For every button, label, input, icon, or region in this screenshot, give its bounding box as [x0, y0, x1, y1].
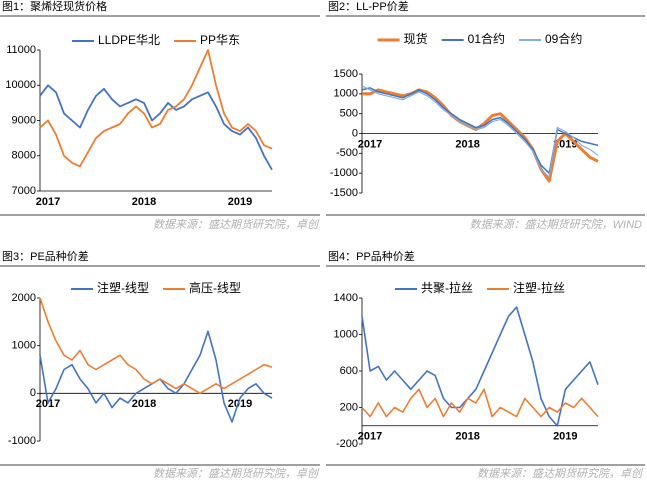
legend: 注塑-线型 高压-线型: [71, 280, 241, 295]
legend: 共聚-拉丝 注塑-拉丝: [395, 280, 565, 295]
series-line: [361, 306, 599, 427]
x-tick-label: 2018: [455, 431, 479, 443]
legend: LLDPE华北 PP华东: [71, 33, 240, 47]
legend-label: 共聚-拉丝: [421, 280, 473, 295]
y-tick-label: 11000: [6, 44, 36, 56]
x-tick-label: 2018: [132, 398, 156, 410]
y-tick-label: 0: [352, 127, 358, 139]
series-line: [39, 297, 273, 395]
legend-label: 01合约: [468, 31, 505, 46]
series-line: [39, 49, 273, 168]
y-tick-label: 10000: [5, 79, 36, 91]
source-note: 数据来源：盛达期货研究院，卓创: [153, 218, 320, 231]
y-tick-label: 8000: [12, 150, 36, 162]
source-note: 数据来源：盛达期货研究院，WIND: [470, 218, 642, 231]
x-tick-label: 2017: [358, 431, 382, 443]
y-tick-label: 0: [30, 387, 36, 399]
y-tick-label: 9000: [12, 114, 36, 126]
y-tick-label: -1500: [330, 187, 358, 199]
x-tick-label: 2017: [36, 398, 60, 410]
x-tick-label: 2019: [553, 431, 577, 443]
y-tick-label: 600: [340, 365, 358, 377]
y-tick-label: 1000: [334, 88, 358, 100]
x-tick-label: 2017: [36, 196, 60, 208]
chart-title: 图2：LL-PP价差: [328, 0, 409, 13]
y-tick-label: 1500: [334, 68, 358, 80]
legend-label: 09合约: [545, 31, 582, 46]
legend-label: 注塑-拉丝: [513, 280, 565, 295]
legend-label: PP华东: [200, 33, 240, 47]
y-tick-label: -1000: [330, 167, 358, 179]
source-note: 数据来源：盛达期货研究院，卓创: [477, 467, 644, 480]
y-tick-label: 200: [340, 401, 358, 413]
chart-title: 图3：PE品种价差: [2, 249, 89, 263]
y-tick-label: -500: [336, 147, 358, 159]
legend-label: LLDPE华北: [98, 33, 160, 47]
series-line: [362, 88, 599, 183]
x-tick-label: 2018: [132, 196, 156, 208]
source-note: 数据来源：盛达期货研究院，卓创: [153, 467, 320, 480]
y-tick-label: 1000: [12, 340, 36, 352]
legend-label: 注塑-线型: [97, 280, 149, 295]
x-tick-label: 2018: [455, 138, 479, 150]
y-tick-label: 1000: [334, 328, 358, 340]
y-tick-label: 7000: [12, 185, 36, 197]
x-tick-label: 2019: [228, 398, 252, 410]
y-tick-label: 500: [340, 108, 358, 120]
series-line: [361, 388, 599, 418]
series-line: [361, 85, 599, 178]
y-tick-label: 2000: [12, 292, 36, 304]
series-line: [361, 87, 599, 174]
x-tick-label: 2017: [358, 138, 382, 150]
legend-label: 现货: [404, 31, 428, 46]
series-line: [39, 84, 273, 171]
x-tick-label: 2019: [228, 196, 252, 208]
chart-title: 图1：聚烯烃现货价格: [2, 0, 107, 13]
y-tick-label: 1400: [334, 292, 358, 304]
chart-title: 图4：PP品种价差: [328, 249, 415, 263]
legend: 现货 01合约 09合约: [377, 31, 582, 46]
y-tick-label: -200: [336, 438, 358, 450]
legend-label: 高压-线型: [189, 280, 241, 295]
y-tick-label: -1000: [8, 435, 36, 447]
